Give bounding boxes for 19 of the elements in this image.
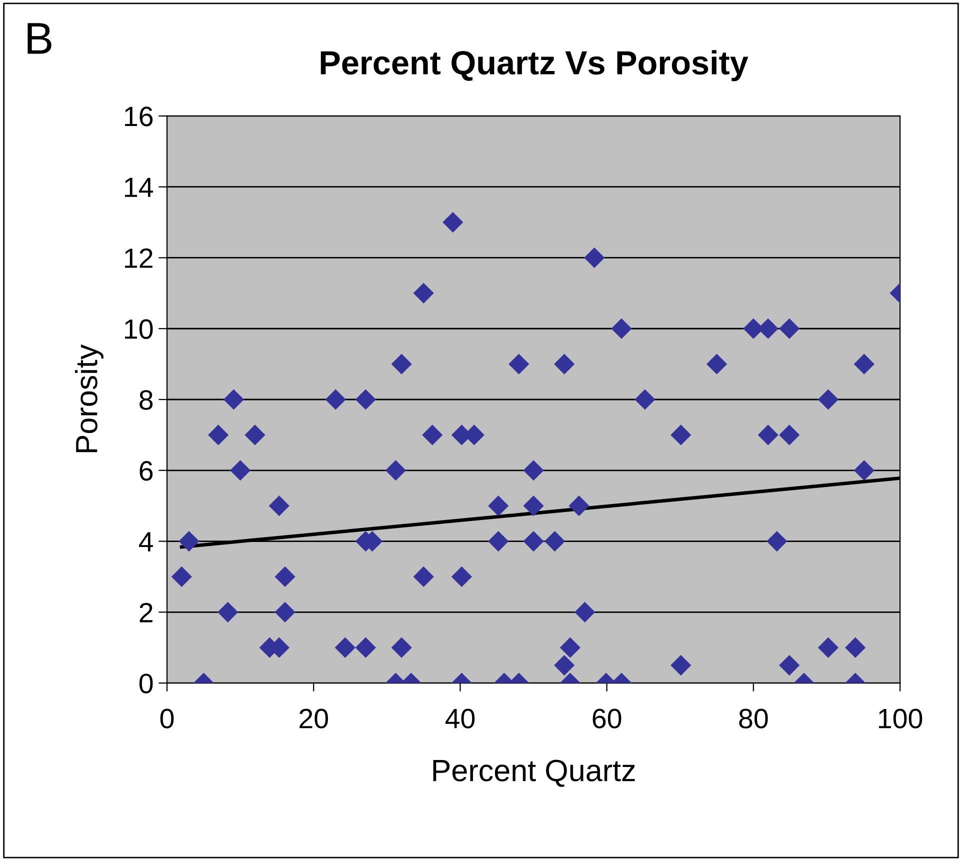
x-tick-label: 0 bbox=[160, 708, 174, 728]
y-tick-label: 12 bbox=[125, 248, 152, 268]
x-tick-label: 40 bbox=[445, 708, 475, 728]
x-tick-label: 20 bbox=[300, 708, 328, 728]
y-tick-label: 6 bbox=[140, 461, 153, 481]
y-tick-label: 8 bbox=[140, 390, 153, 410]
y-tick-label: 0 bbox=[139, 674, 153, 694]
y-axis-title: Porosity bbox=[74, 344, 104, 452]
x-axis-title: Percent Quartz bbox=[433, 760, 635, 787]
y-tick-label: 14 bbox=[125, 178, 153, 197]
text: B bbox=[28, 23, 52, 54]
y-tick-label: 2 bbox=[140, 602, 152, 622]
x-tick-label: 100 bbox=[878, 708, 922, 728]
y-tick-label: 16 bbox=[125, 106, 153, 126]
y-tick-label: 10 bbox=[125, 319, 153, 339]
y-tick-label: 4 bbox=[139, 532, 153, 552]
chart-title: Percent Quartz Vs Porosity bbox=[320, 50, 748, 82]
x-tick-label: 80 bbox=[739, 708, 768, 728]
x-tick-label: 60 bbox=[592, 708, 622, 728]
